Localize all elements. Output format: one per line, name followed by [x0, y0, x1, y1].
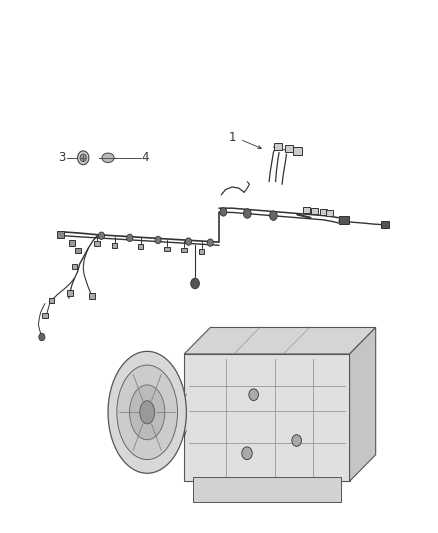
- FancyBboxPatch shape: [381, 221, 389, 228]
- FancyBboxPatch shape: [193, 477, 341, 503]
- Ellipse shape: [108, 351, 186, 473]
- FancyBboxPatch shape: [88, 293, 95, 298]
- FancyBboxPatch shape: [311, 208, 318, 214]
- Circle shape: [249, 389, 258, 400]
- Text: 4: 4: [141, 151, 149, 164]
- Circle shape: [244, 209, 251, 218]
- FancyBboxPatch shape: [293, 147, 302, 155]
- FancyBboxPatch shape: [42, 313, 47, 318]
- Ellipse shape: [130, 385, 165, 440]
- Circle shape: [269, 211, 277, 220]
- Circle shape: [80, 154, 86, 161]
- FancyBboxPatch shape: [72, 264, 78, 269]
- FancyBboxPatch shape: [181, 248, 187, 253]
- FancyBboxPatch shape: [112, 244, 117, 248]
- FancyBboxPatch shape: [320, 209, 327, 215]
- Circle shape: [220, 208, 227, 216]
- Ellipse shape: [140, 401, 155, 424]
- FancyBboxPatch shape: [74, 248, 81, 253]
- Circle shape: [155, 236, 161, 244]
- FancyBboxPatch shape: [326, 210, 333, 216]
- FancyBboxPatch shape: [49, 298, 54, 303]
- FancyBboxPatch shape: [138, 245, 144, 249]
- FancyBboxPatch shape: [69, 240, 75, 246]
- Polygon shape: [184, 354, 350, 481]
- FancyBboxPatch shape: [285, 146, 293, 152]
- FancyBboxPatch shape: [339, 216, 349, 224]
- Circle shape: [292, 435, 301, 446]
- Ellipse shape: [117, 365, 177, 459]
- FancyBboxPatch shape: [164, 247, 170, 252]
- Circle shape: [242, 447, 252, 459]
- FancyBboxPatch shape: [303, 207, 310, 214]
- Circle shape: [78, 151, 89, 165]
- Text: 3: 3: [58, 151, 65, 164]
- Circle shape: [39, 333, 45, 341]
- Circle shape: [99, 232, 105, 239]
- FancyBboxPatch shape: [57, 231, 64, 238]
- Circle shape: [207, 239, 213, 246]
- Circle shape: [185, 238, 191, 245]
- Polygon shape: [184, 327, 376, 354]
- Text: 1: 1: [228, 131, 236, 144]
- FancyBboxPatch shape: [199, 249, 205, 254]
- FancyBboxPatch shape: [67, 290, 73, 296]
- Ellipse shape: [102, 153, 114, 163]
- Circle shape: [127, 234, 133, 241]
- Polygon shape: [350, 327, 376, 481]
- Circle shape: [191, 278, 199, 289]
- FancyBboxPatch shape: [94, 241, 100, 246]
- FancyBboxPatch shape: [274, 143, 282, 150]
